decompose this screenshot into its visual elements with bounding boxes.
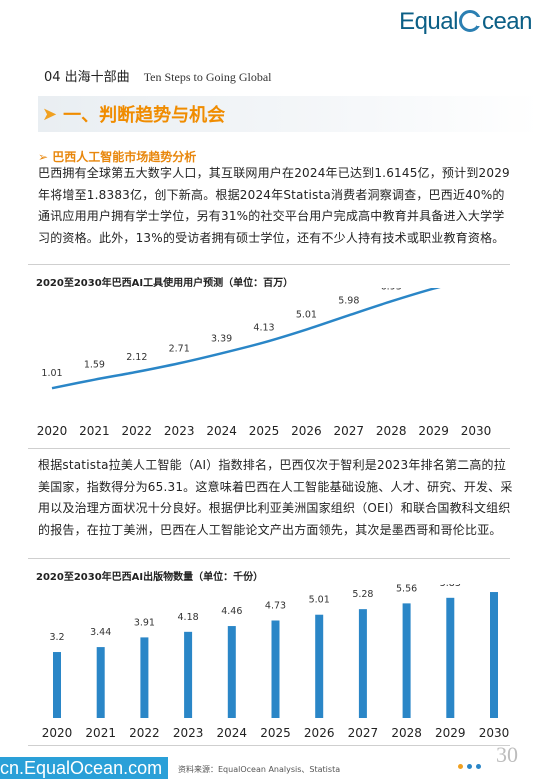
line-chart-ai-users: 1.011.592.122.713.394.135.015.986.937.88… [37, 288, 492, 438]
x-tick-label: 2021 [79, 424, 110, 438]
bar [53, 652, 61, 718]
dot-icon [476, 764, 481, 769]
x-tick-label: 2022 [122, 424, 153, 438]
bar [490, 592, 498, 718]
x-tick-label: 2028 [376, 424, 407, 438]
data-label: 5.01 [296, 310, 317, 321]
x-tick-label: 2025 [260, 726, 291, 740]
paragraph-internet-users: 巴西拥有全球第五大数字人口，其互联网用户在2024年已达到1.6145亿，预计到… [38, 166, 510, 245]
data-label: 3.44 [90, 627, 111, 638]
divider [28, 264, 510, 265]
equalocean-logo: Equal cean [399, 8, 532, 35]
chart-title-users: 2020至2030年巴西AI工具使用用户预测（单位：百万） [36, 278, 294, 289]
data-label: 4.18 [178, 612, 199, 623]
x-tick-label: 2029 [435, 726, 466, 740]
x-tick-label: 2027 [348, 726, 379, 740]
data-label: 1.59 [84, 360, 105, 371]
x-tick-label: 2030 [461, 424, 492, 438]
bar [140, 637, 149, 718]
data-label: 5.56 [396, 584, 417, 594]
data-label: 5.83 [440, 584, 461, 589]
chapter-label: 04 出海十部曲 [44, 70, 130, 85]
data-label: 4.73 [265, 600, 286, 611]
data-label: 1.01 [41, 368, 62, 379]
bar [96, 647, 105, 718]
data-label: 6.93 [381, 288, 402, 292]
x-tick-label: 2020 [42, 726, 73, 740]
chapter-heading: 04 出海十部曲 Ten Steps to Going Global [44, 66, 272, 85]
bar [271, 620, 280, 718]
x-tick-label: 2030 [479, 726, 510, 740]
x-tick-label: 2027 [334, 424, 365, 438]
bar [184, 631, 193, 718]
divider [28, 558, 510, 559]
section-title: 一、判断趋势与机会 [63, 105, 226, 126]
page-number: 30 [496, 742, 518, 767]
bar-chart-ai-publications: 3.23.443.914.184.464.735.015.285.565.836… [42, 584, 510, 740]
x-tick-label: 2026 [291, 424, 322, 438]
x-tick-label: 2021 [85, 726, 116, 740]
page-dots-icon [458, 754, 485, 773]
section-arrow-icon: ➤ [42, 103, 58, 125]
divider [28, 745, 510, 746]
x-tick-label: 2028 [391, 726, 422, 740]
x-tick-label: 2026 [304, 726, 335, 740]
x-tick-label: 2022 [129, 726, 160, 740]
data-label: 5.01 [309, 595, 330, 606]
x-tick-label: 2029 [418, 424, 449, 438]
subsection-title: ➢ 巴西人工智能市场趋势分析 [38, 150, 197, 164]
bar [227, 626, 236, 718]
bar [315, 614, 324, 718]
x-tick-label: 2020 [37, 424, 68, 438]
chart-title-publications: 2020至2030年巴西AI出版物数量（单位：千份） [36, 572, 264, 583]
series-line [51, 288, 441, 390]
bar [358, 609, 367, 718]
data-label: 4.13 [253, 322, 274, 333]
data-label: 5.98 [338, 295, 359, 306]
source-note: 资料来源：EqualOcean Analysis、Statista [178, 765, 341, 774]
divider [28, 448, 510, 449]
x-tick-label: 2024 [206, 424, 237, 438]
dot-icon [467, 764, 472, 769]
paragraph-ai-index: 根据statista拉美人工智能（AI）指数排名，巴西仅次于智利是2023年排名… [38, 458, 513, 537]
data-label: 2.12 [126, 352, 147, 363]
dot-icon [458, 764, 463, 769]
x-tick-label: 2023 [164, 424, 195, 438]
chapter-english: Ten Steps to Going Global [143, 70, 272, 84]
data-label: 2.71 [169, 343, 190, 354]
data-label: 3.39 [211, 333, 232, 344]
footer-website[interactable]: cn.EqualOcean.com [0, 757, 169, 779]
section-banner: ➤ 一、判断趋势与机会 [38, 96, 540, 132]
x-tick-label: 2025 [249, 424, 280, 438]
x-tick-label: 2024 [217, 726, 248, 740]
bar [446, 597, 455, 718]
data-label: 5.28 [352, 589, 373, 600]
data-label: 3.91 [134, 617, 155, 628]
data-label: 4.46 [221, 606, 242, 617]
bar [402, 603, 411, 718]
logo-ring-icon [458, 10, 482, 32]
data-label: 3.2 [49, 632, 64, 643]
x-tick-label: 2023 [173, 726, 204, 740]
